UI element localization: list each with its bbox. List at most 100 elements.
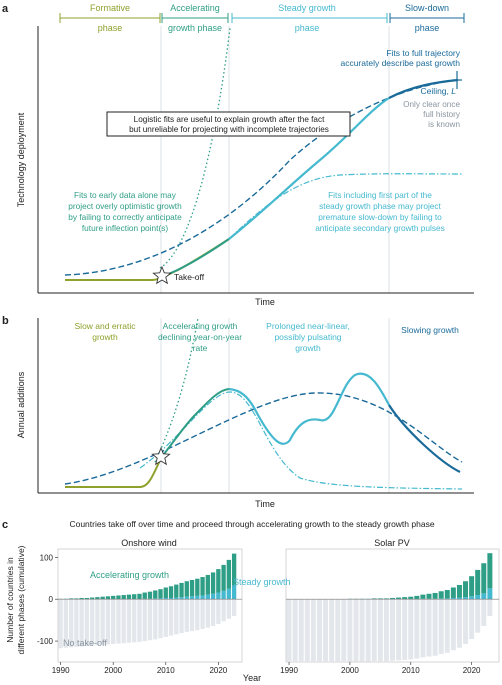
bar-accelerating-growth xyxy=(105,596,111,600)
bar-no-takeoff xyxy=(195,599,200,631)
bar-no-takeoff xyxy=(231,599,237,616)
phase-bracket-formative: Formative phase xyxy=(59,3,161,33)
bar-accelerating-growth xyxy=(408,596,414,600)
bar-no-takeoff xyxy=(408,599,414,660)
bar-no-takeoff xyxy=(153,599,158,640)
bar-no-takeoff xyxy=(335,599,341,662)
bar-no-takeoff xyxy=(371,599,377,662)
bar-steady-growth xyxy=(221,590,226,600)
bar-no-takeoff xyxy=(58,599,63,649)
steady-fit-dashdot-curve-b xyxy=(139,391,463,490)
b-label-accelerating-2: declining year-on-year xyxy=(158,332,242,342)
bar-steady-growth xyxy=(189,596,195,600)
bar-accelerating-growth xyxy=(95,597,100,600)
bar-steady-growth xyxy=(163,597,168,600)
bar-accelerating-growth xyxy=(90,597,95,600)
full-fit-line1: Fits to full trajectory xyxy=(386,48,460,58)
bar-no-takeoff xyxy=(137,599,142,642)
bar-accelerating-growth xyxy=(184,581,189,597)
bar-no-takeoff xyxy=(304,599,310,662)
bar-accelerating-growth xyxy=(469,576,475,597)
bar-steady-growth xyxy=(205,594,210,600)
bar-steady-growth xyxy=(463,597,469,600)
phase-accelerating-line1: Accelerating xyxy=(170,3,220,13)
bar-no-takeoff xyxy=(210,599,216,627)
bar-accelerating-growth xyxy=(179,582,184,598)
bar-no-takeoff xyxy=(216,599,221,624)
bar-steady-growth xyxy=(153,598,158,600)
bar-accelerating-growth xyxy=(463,581,469,598)
bar-accelerating-growth xyxy=(84,597,90,600)
bar-no-takeoff xyxy=(68,599,74,648)
x-tick-label: 2010 xyxy=(402,666,420,675)
bar-no-takeoff xyxy=(444,599,450,653)
bar-accelerating-growth xyxy=(163,587,168,598)
x-tick-label: 2010 xyxy=(157,666,175,675)
bar-steady-growth xyxy=(487,588,493,600)
bar-accelerating-growth xyxy=(205,574,210,595)
panel-a-xlabel: Time xyxy=(255,297,275,307)
bar-accelerating-growth xyxy=(79,597,84,600)
phase-slowdown-line2: phase xyxy=(415,23,440,33)
steady-fit-line4: anticipate secondary growth pulses xyxy=(315,223,445,233)
bar-no-takeoff xyxy=(121,599,126,644)
phase-bracket-slowdown: Slow-down phase xyxy=(389,3,465,33)
bar-accelerating-growth xyxy=(487,553,493,589)
y-tick-label: 0 xyxy=(49,595,54,604)
panel-b-xlabel: Time xyxy=(255,499,275,509)
bar-no-takeoff xyxy=(469,599,475,639)
bar-no-takeoff xyxy=(475,599,481,633)
bar-accelerating-growth xyxy=(137,593,142,600)
bar-accelerating-growth xyxy=(450,587,456,598)
bar-no-takeoff xyxy=(132,599,137,643)
bar-accelerating-growth xyxy=(168,586,174,598)
bar-no-takeoff xyxy=(402,599,408,660)
bar-no-takeoff xyxy=(383,599,389,662)
bar-no-takeoff xyxy=(377,599,383,662)
bar-no-takeoff xyxy=(463,599,469,645)
bar-no-takeoff xyxy=(105,599,111,645)
bar-no-takeoff xyxy=(347,599,353,662)
legend-accelerating: Accelerating growth xyxy=(90,570,169,580)
phase-formative-line2: phase xyxy=(98,23,123,33)
bar-accelerating-growth xyxy=(438,591,444,599)
panel-a: a Formative phase Accelerating growth ph… xyxy=(2,3,474,307)
bar-accelerating-growth xyxy=(371,598,377,600)
bar-no-takeoff xyxy=(126,599,132,643)
bar-accelerating-growth xyxy=(189,579,195,597)
bar-no-takeoff xyxy=(292,599,298,662)
bar-accelerating-growth xyxy=(390,597,395,600)
bar-accelerating-growth xyxy=(111,595,116,600)
steady-fit-line2: steady growth phase may project xyxy=(319,201,441,211)
bar-no-takeoff xyxy=(286,599,292,662)
bar-steady-growth xyxy=(158,598,163,600)
bar-accelerating-growth xyxy=(475,569,481,596)
subplot-title-solar: Solar PV xyxy=(374,538,410,548)
bar-accelerating-growth xyxy=(174,584,179,598)
panel-c-xlabel: Year xyxy=(243,673,261,683)
b-label-accelerating-3: rate xyxy=(193,343,208,353)
bar-accelerating-growth xyxy=(158,589,163,599)
bar-accelerating-growth xyxy=(147,591,153,599)
bar-accelerating-growth xyxy=(444,590,450,599)
bar-no-takeoff xyxy=(487,599,493,616)
bar-no-takeoff xyxy=(158,599,163,639)
full-fit-dashed-curve xyxy=(64,79,459,276)
bar-accelerating-growth xyxy=(126,594,132,600)
bar-no-takeoff xyxy=(221,599,226,622)
bar-accelerating-growth xyxy=(426,593,432,599)
bar-no-takeoff xyxy=(95,599,100,646)
bar-no-takeoff xyxy=(341,599,347,662)
bar-steady-growth xyxy=(475,595,481,600)
bar-steady-growth xyxy=(184,596,189,600)
b-label-slowdown-1: Slowing growth xyxy=(401,325,459,335)
bar-no-takeoff xyxy=(116,599,121,644)
panel-b-letter: b xyxy=(2,315,9,327)
bar-no-takeoff xyxy=(450,599,456,651)
bar-no-takeoff xyxy=(189,599,195,632)
x-tick-label: 2000 xyxy=(341,666,359,675)
bar-no-takeoff xyxy=(184,599,189,632)
early-fit-line3: by failing to correctly anticipate xyxy=(68,212,182,222)
bar-no-takeoff xyxy=(323,599,329,662)
